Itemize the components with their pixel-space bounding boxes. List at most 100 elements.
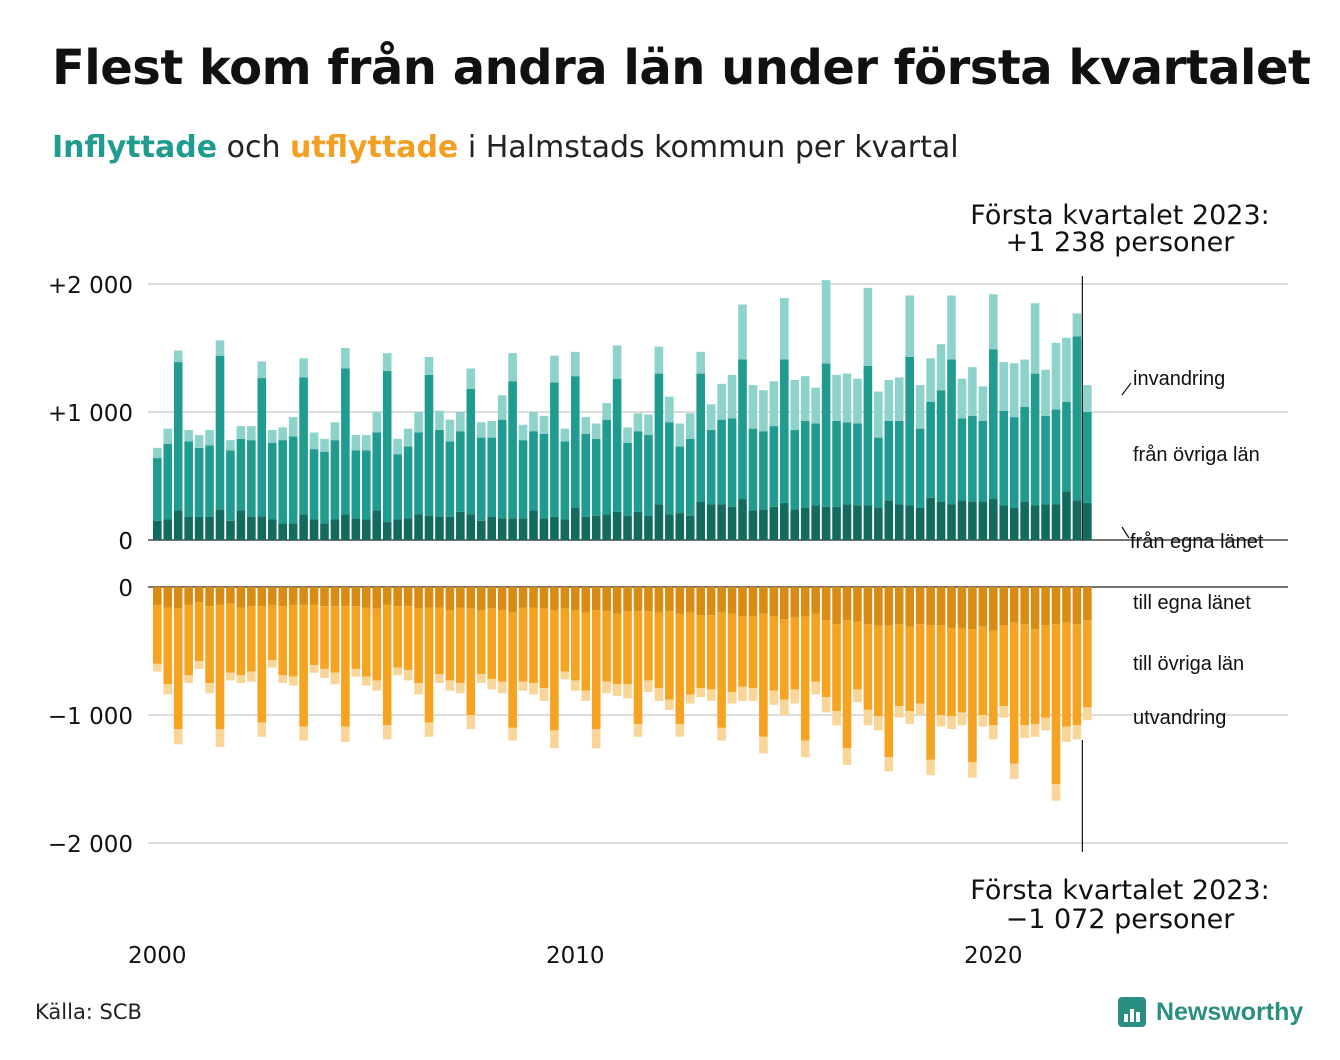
bar-outflow-segment	[644, 587, 653, 612]
bar-inflow-segment	[1062, 337, 1071, 402]
bar-inflow-segment	[748, 428, 758, 511]
bar-outflow-segment	[790, 689, 800, 704]
bar-outflow-segment	[215, 729, 225, 747]
bar-outflow-segment	[591, 729, 601, 749]
bar-inflow-segment	[1051, 504, 1061, 540]
bar-outflow-segment	[424, 607, 434, 723]
series-label-top: invandring	[1133, 368, 1225, 390]
bar-outflow-segment	[372, 608, 382, 681]
bar-inflow-segment	[748, 385, 758, 429]
bar-outflow-segment	[1009, 763, 1019, 779]
bar-outflow-segment	[236, 587, 246, 608]
bar-inflow-segment	[309, 432, 319, 450]
leader-invandring	[1121, 382, 1132, 396]
bar-outflow-segment	[560, 608, 570, 672]
subtitle-inflow-word: Inflyttade	[52, 130, 218, 165]
bar-inflow-segment	[706, 429, 716, 505]
bar-outflow-segment	[1041, 587, 1050, 626]
bar-outflow-segment	[456, 607, 465, 683]
bar-outflow-segment	[1051, 624, 1061, 785]
bar-outflow-segment	[445, 610, 455, 681]
bar-inflow-segment	[696, 351, 705, 374]
bar-inflow-segment	[424, 515, 434, 540]
bar-inflow-segment	[894, 504, 904, 540]
bar-outflow-segment	[1083, 707, 1092, 721]
bar-inflow-segment	[351, 435, 361, 451]
bar-outflow-segment	[999, 706, 1009, 718]
bar-outflow-segment	[529, 683, 538, 695]
bar-inflow-segment	[508, 353, 517, 382]
bar-inflow-segment	[989, 294, 998, 350]
source-note: Källa: SCB	[35, 1000, 142, 1024]
bar-inflow-segment	[445, 419, 455, 442]
bar-inflow-segment	[602, 419, 611, 515]
bar-outflow-segment	[623, 611, 632, 685]
bar-outflow-segment	[299, 726, 308, 741]
bar-outflow-segment	[382, 587, 392, 605]
bar-inflow-segment	[1062, 491, 1071, 540]
bar-inflow-segment	[591, 423, 601, 439]
bar-outflow-segment	[372, 680, 382, 691]
bar-outflow-segment	[1020, 624, 1029, 726]
bar-inflow-segment	[842, 504, 852, 540]
bar-inflow-segment	[560, 519, 570, 540]
bar-outflow-segment	[1083, 620, 1092, 708]
bar-inflow-segment	[550, 382, 559, 517]
bar-inflow-segment	[675, 513, 685, 540]
bar-outflow-segment	[466, 608, 476, 715]
bar-outflow-segment	[738, 686, 747, 701]
bar-outflow-segment	[842, 587, 852, 621]
bar-inflow-segment	[874, 437, 883, 508]
bar-outflow-segment	[508, 587, 517, 613]
bar-inflow-segment	[874, 391, 883, 438]
bar-inflow-segment	[351, 518, 361, 540]
annotation-top-line1: Första kvartalet 2023:	[970, 200, 1269, 231]
series-label-bottom: till egna länet	[1133, 592, 1251, 614]
bar-outflow-segment	[487, 679, 496, 690]
bar-outflow-segment	[863, 709, 873, 726]
bar-inflow-segment	[215, 355, 225, 510]
bar-inflow-segment	[424, 374, 434, 516]
bar-outflow-segment	[518, 681, 528, 691]
bar-outflow-segment	[633, 611, 643, 724]
bar-outflow-segment	[811, 681, 820, 695]
bar-outflow-segment	[654, 612, 664, 689]
bar-inflow-segment	[685, 438, 695, 516]
bar-inflow-segment	[853, 505, 862, 540]
bar-outflow-segment	[905, 587, 914, 627]
bar-outflow-segment	[445, 680, 455, 691]
bar-inflow-segment	[947, 504, 956, 540]
bar-inflow-segment	[999, 410, 1009, 506]
bar-outflow-segment	[978, 626, 988, 715]
bar-inflow-segment	[654, 504, 664, 540]
bar-inflow-segment	[341, 368, 350, 515]
bar-outflow-segment	[487, 587, 496, 609]
bar-outflow-segment	[497, 681, 507, 694]
bar-inflow-segment	[1030, 505, 1040, 540]
bar-inflow-segment	[863, 365, 873, 506]
bar-inflow-segment	[591, 515, 601, 540]
bar-inflow-segment	[539, 415, 549, 434]
bar-outflow-segment	[267, 659, 277, 668]
bar-outflow-segment	[947, 716, 956, 730]
subtitle-connector: och	[226, 130, 281, 165]
bar-inflow-segment	[790, 429, 800, 510]
bar-inflow-segment	[957, 500, 967, 540]
bar-inflow-segment	[403, 428, 413, 447]
bar-outflow-segment	[936, 587, 946, 626]
bar-outflow-segment	[685, 694, 695, 704]
bar-outflow-segment	[456, 683, 465, 694]
bar-inflow-segment	[821, 363, 831, 507]
bar-inflow-segment	[790, 509, 800, 540]
bar-inflow-segment	[476, 520, 486, 540]
bar-outflow-segment	[602, 681, 611, 694]
bar-inflow-segment	[748, 510, 758, 540]
bar-outflow-segment	[832, 587, 841, 625]
bar-inflow-segment	[936, 390, 946, 502]
y-tick-label-bottom: −2 000	[48, 832, 133, 858]
bar-inflow-segment	[403, 518, 413, 540]
bar-inflow-segment	[654, 346, 664, 374]
bar-outflow-segment	[351, 668, 361, 677]
bar-outflow-segment	[894, 706, 904, 718]
bar-outflow-segment	[894, 587, 904, 625]
